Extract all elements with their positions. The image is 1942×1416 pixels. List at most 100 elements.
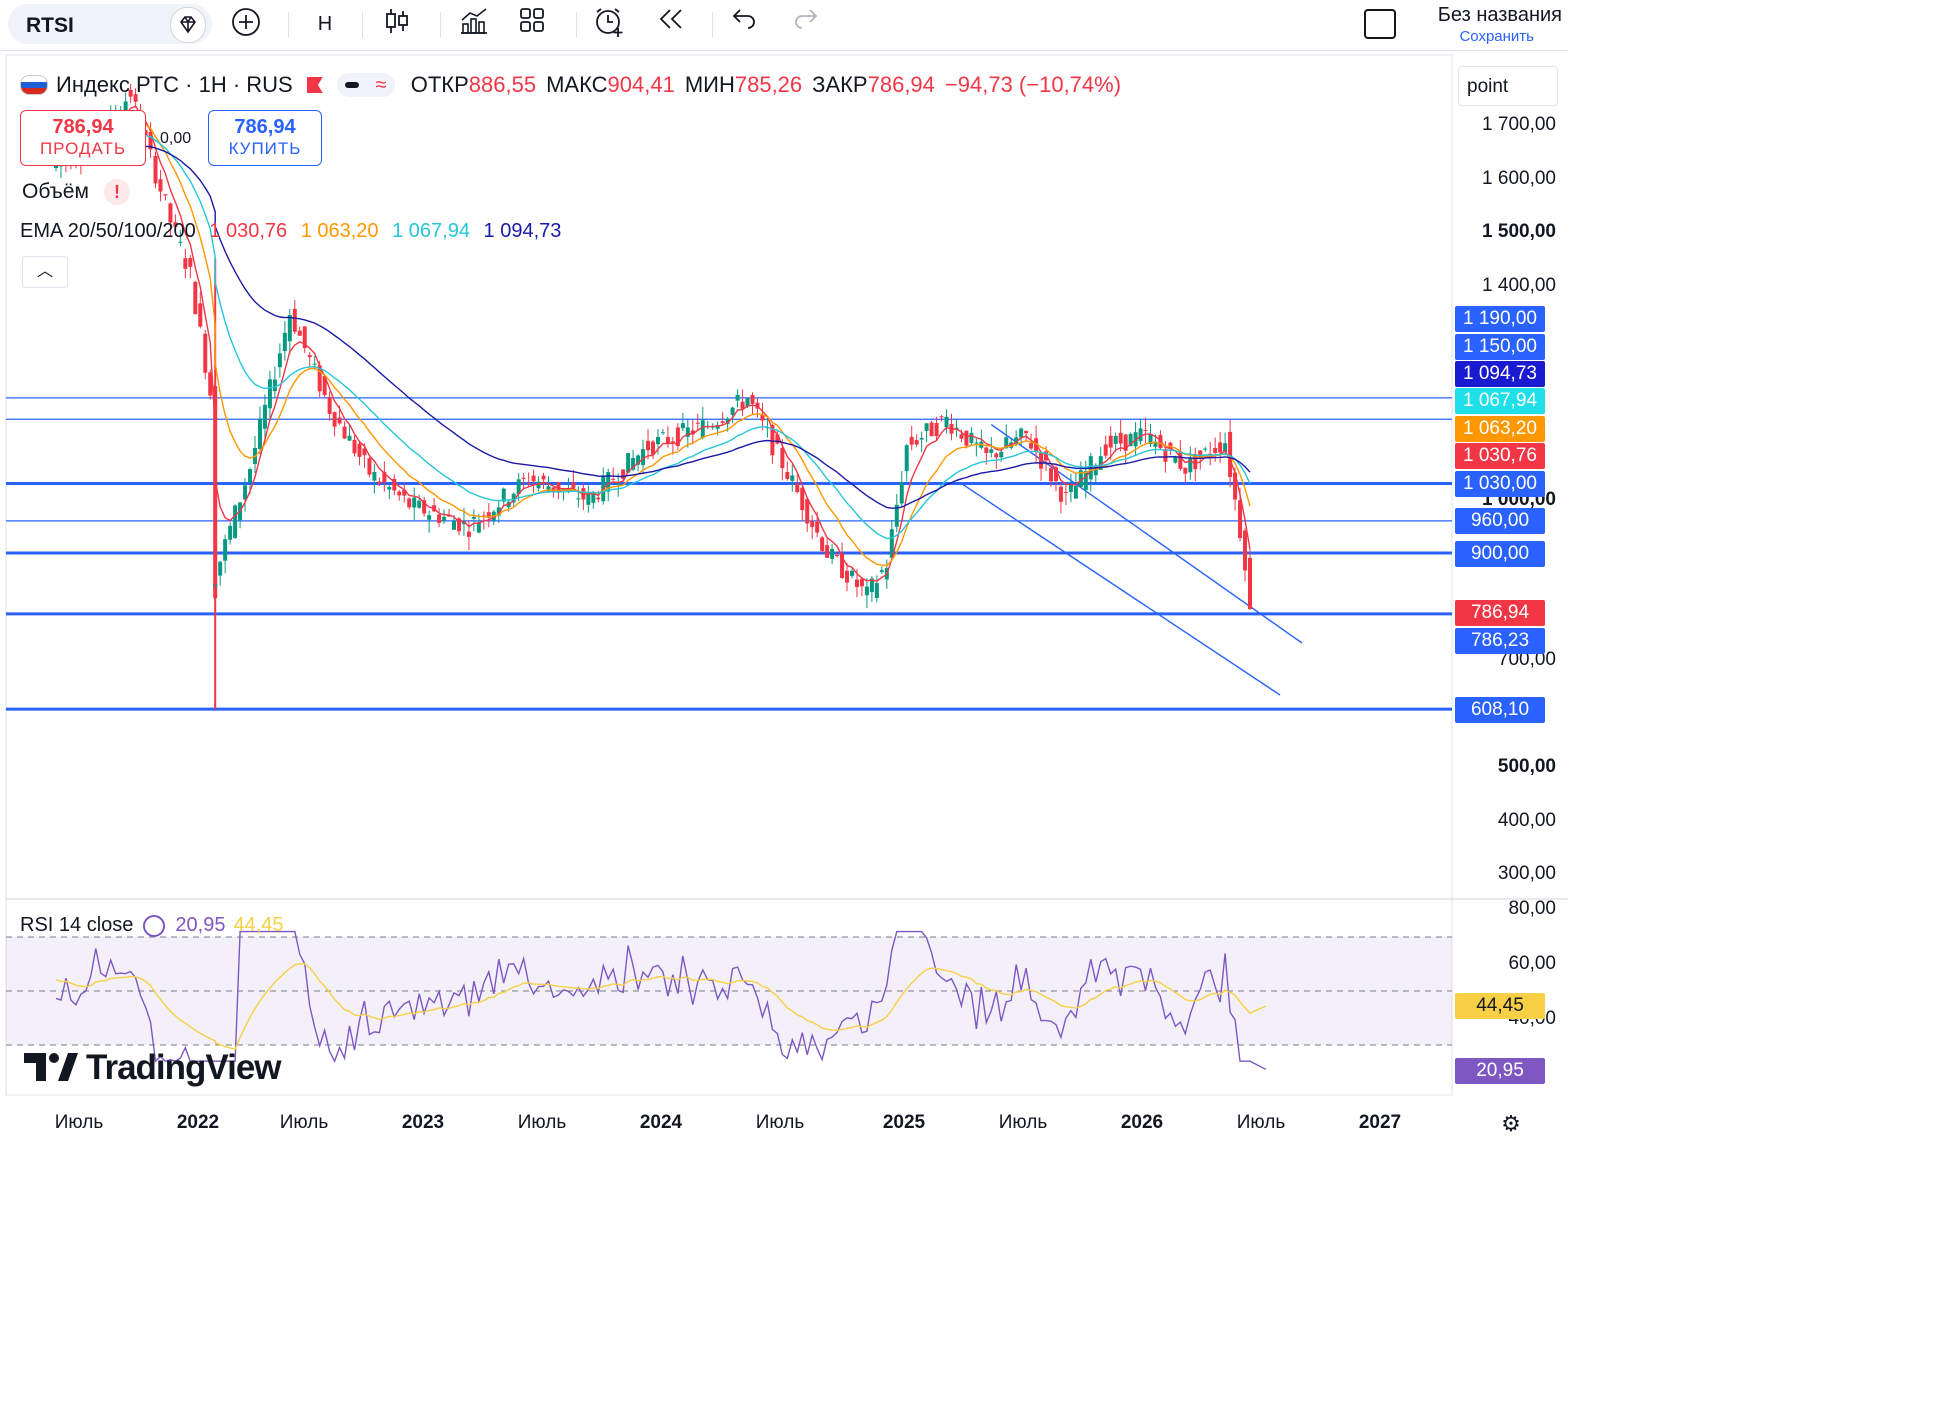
change-value: −94,73 (−10,74%) <box>944 72 1122 97</box>
candle-body <box>964 430 969 446</box>
visibility-toggle[interactable]: ≈ <box>336 73 395 97</box>
candle-body <box>690 430 695 435</box>
ema50-line <box>55 120 1251 567</box>
candle-body <box>795 483 800 493</box>
open-label: ОТКР <box>410 72 469 97</box>
price-tag[interactable]: 786,94 <box>1455 600 1545 626</box>
rsi-axis-label: 80,00 <box>1508 898 1556 919</box>
rsi-legend[interactable]: RSI 14 close 20,95 44,45 <box>20 914 284 937</box>
candle-body <box>626 453 631 473</box>
tradingview-logo-icon <box>24 1053 78 1081</box>
high-label: МАКС <box>546 72 608 97</box>
candle-body <box>551 487 556 492</box>
layout-icon[interactable] <box>1364 9 1396 39</box>
candle-body <box>1213 447 1218 453</box>
buy-label: КУПИТЬ <box>228 139 302 158</box>
candle-body <box>840 553 845 578</box>
candle-body <box>257 418 262 449</box>
candle-body <box>163 194 168 196</box>
candle-body <box>1058 486 1063 502</box>
time-axis-label: 2024 <box>639 1112 683 1133</box>
candles-icon[interactable] <box>382 6 422 42</box>
candle-body <box>352 439 357 454</box>
trendline <box>960 482 1281 696</box>
flag-icon[interactable] <box>306 77 323 93</box>
tradingview-logo[interactable]: TradingView <box>24 1048 282 1088</box>
candle-body <box>203 333 208 373</box>
candle-body <box>476 522 481 533</box>
warning-icon[interactable]: ! <box>104 179 130 205</box>
price-axis-label: 500,00 <box>1497 756 1556 777</box>
candle-body <box>969 432 974 443</box>
price-tag[interactable]: 1 030,76 <box>1455 443 1545 469</box>
price-tag[interactable]: 608,10 <box>1455 697 1545 723</box>
candle-body <box>397 491 402 496</box>
candle-body <box>1078 470 1083 487</box>
sell-button[interactable]: 786,94 ПРОДАТЬ <box>20 110 146 166</box>
layout-title[interactable]: Без названия <box>1437 4 1562 26</box>
rsi-line <box>55 930 1267 1071</box>
interval-button[interactable]: Н <box>317 12 333 35</box>
add-symbol-button[interactable] <box>230 6 270 42</box>
low-label: МИН <box>684 72 735 97</box>
plot-frame <box>5 54 1453 1096</box>
candle-body <box>685 427 690 437</box>
candle-body <box>1148 434 1153 445</box>
ema20-line <box>55 105 1251 582</box>
candle-body <box>1173 457 1178 463</box>
candle-body <box>168 203 173 223</box>
indicators-icon[interactable] <box>458 6 498 42</box>
replay-icon[interactable] <box>656 6 696 42</box>
undo-icon[interactable] <box>730 6 770 42</box>
candle-body <box>909 436 914 445</box>
candle-body <box>282 332 287 351</box>
price-tag[interactable]: 786,23 <box>1455 628 1545 654</box>
scale-mode[interactable]: point <box>1458 66 1558 106</box>
price-tag[interactable]: 1 150,00 <box>1455 334 1545 360</box>
price-tag[interactable]: 1 094,73 <box>1455 361 1545 387</box>
rsi-ma-line <box>55 963 1267 1051</box>
price-tag[interactable]: 1 067,94 <box>1455 388 1545 414</box>
candle-body <box>447 515 452 517</box>
rsi-ma-tag[interactable]: 44,45 <box>1455 993 1545 1019</box>
candle-body <box>591 492 596 503</box>
collapse-legend-button[interactable]: ︿ <box>22 256 68 288</box>
candle-body <box>153 155 158 184</box>
redo-icon[interactable] <box>792 6 832 42</box>
ema-legend[interactable]: EMA 20/50/100/200 1 030,76 1 063,20 1 06… <box>20 220 569 243</box>
series-name[interactable]: Индекс РТС · 1Н · RUS <box>56 72 293 97</box>
settings-gear-icon[interactable]: ⚙ <box>1501 1111 1521 1136</box>
refresh-icon[interactable] <box>143 914 166 937</box>
low-value: 785,26 <box>734 72 803 97</box>
candle-body <box>815 521 820 533</box>
close-label: ЗАКР <box>812 72 868 97</box>
candle-body <box>193 281 198 315</box>
candle-body <box>317 365 322 392</box>
templates-icon[interactable] <box>518 6 558 42</box>
buy-button[interactable]: 786,94 КУПИТЬ <box>208 110 322 166</box>
price-chart[interactable] <box>0 0 1568 1143</box>
price-tag[interactable]: 1 063,20 <box>1455 416 1545 442</box>
sell-label: ПРОДАТЬ <box>39 139 127 158</box>
save-button[interactable]: Сохранить <box>1459 28 1534 45</box>
alert-icon[interactable] <box>592 6 632 42</box>
price-axis-label: 400,00 <box>1497 810 1556 831</box>
volume-indicator-label[interactable]: Объём <box>22 180 89 203</box>
candle-body <box>631 457 636 470</box>
price-tag[interactable]: 1 190,00 <box>1455 306 1545 332</box>
price-tag[interactable]: 960,00 <box>1455 508 1545 534</box>
buy-price: 786,94 <box>234 116 296 138</box>
candle-body <box>1019 428 1024 438</box>
rsi-value-tag[interactable]: 20,95 <box>1455 1058 1545 1084</box>
candle-body <box>233 505 238 538</box>
symbol-search[interactable]: RTSI <box>8 4 212 44</box>
candle-body <box>1218 442 1223 453</box>
candle-body <box>452 521 456 530</box>
candle-body <box>1123 434 1128 451</box>
diamond-icon[interactable] <box>170 7 206 43</box>
candle-body <box>267 379 272 409</box>
candle-body <box>680 423 685 429</box>
candle-body <box>725 418 730 424</box>
price-tag[interactable]: 900,00 <box>1455 541 1545 567</box>
price-tag[interactable]: 1 030,00 <box>1455 471 1545 497</box>
